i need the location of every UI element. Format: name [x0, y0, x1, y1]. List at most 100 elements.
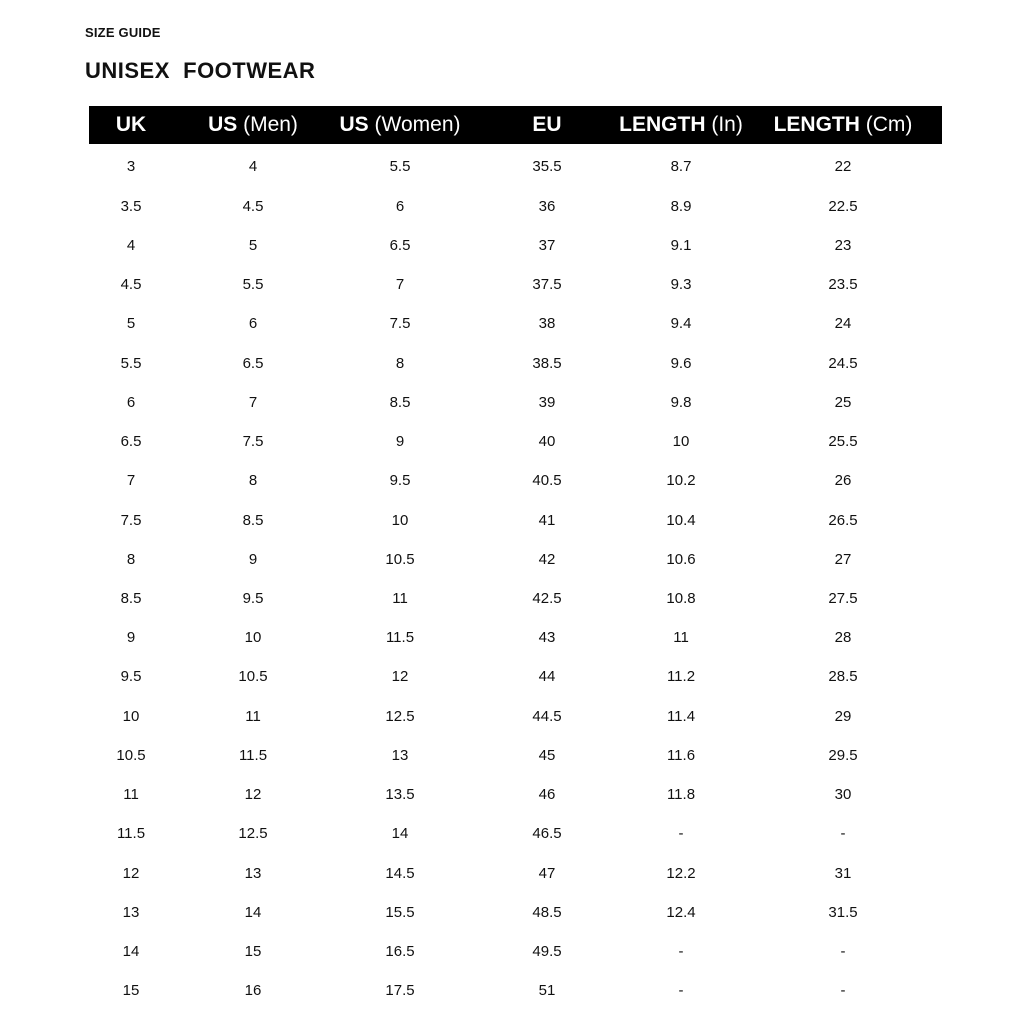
table-cell: 6.5 [120, 433, 142, 451]
table-cell: 24.5 [828, 354, 858, 372]
column-header-name: US [339, 113, 369, 136]
table-row: 12 13 14.5 47 12.2 31 [0, 854, 1024, 893]
table-row: 11.5 12.5 14 46.5 - - [0, 814, 1024, 853]
table-cell: 3.5 [120, 197, 142, 215]
size-table: 3 4 5.5 35.5 8.7 22 3.5 4.5 6 36 8.9 22.5 4 5 6.5 37 9.1… [0, 147, 1024, 1010]
table-row: 8 9 10.5 42 10.6 27 [0, 540, 1024, 579]
table-cell: 4.5 [242, 197, 264, 215]
table-cell: 31 [834, 864, 852, 882]
table-cell: - [840, 943, 846, 961]
table-cell: 11.8 [666, 786, 696, 804]
column-header: LENGTH (In) [619, 106, 743, 144]
table-cell: 5 [248, 236, 258, 254]
table-row: 15 16 17.5 51 - - [0, 971, 1024, 1010]
table-cell: 6 [395, 197, 405, 215]
column-header-name: LENGTH [773, 113, 860, 136]
table-cell: 28.5 [828, 668, 858, 686]
table-cell: 29.5 [828, 746, 858, 764]
table-cell: 42 [538, 550, 556, 568]
table-cell: 7 [248, 393, 258, 411]
table-cell: 11.5 [385, 629, 415, 647]
table-cell: 38.5 [532, 354, 562, 372]
table-cell: 8.5 [389, 393, 411, 411]
table-cell: 10.5 [238, 668, 268, 686]
column-header: US (Women) [340, 106, 461, 144]
table-cell: 22 [834, 158, 852, 176]
table-row: 4 5 6.5 37 9.1 23 [0, 226, 1024, 265]
table-cell: 11.6 [666, 746, 696, 764]
size-guide-label: SIZE GUIDE [85, 25, 161, 40]
table-cell: 46.5 [532, 825, 562, 843]
table-cell: 13.5 [385, 786, 415, 804]
table-cell: 31.5 [828, 903, 858, 921]
column-header-name: LENGTH [619, 113, 706, 136]
table-cell: - [678, 982, 684, 1000]
table-cell: 30 [834, 786, 852, 804]
table-cell: 45 [538, 746, 556, 764]
table-cell: 12 [122, 864, 140, 882]
table-cell: 25.5 [828, 433, 858, 451]
table-cell: 29 [834, 707, 852, 725]
table-cell: 37 [538, 236, 556, 254]
table-cell: 27 [834, 550, 852, 568]
table-row: 13 14 15.5 48.5 12.4 31.5 [0, 893, 1024, 932]
table-cell: 26.5 [828, 511, 858, 529]
table-cell: 12.5 [238, 825, 268, 843]
table-cell: 10.2 [666, 472, 696, 490]
column-header-name: UK [115, 113, 147, 136]
table-row: 3 4 5.5 35.5 8.7 22 [0, 147, 1024, 186]
table-cell: 25 [834, 393, 852, 411]
table-cell: 6.5 [242, 354, 264, 372]
table-cell: 4 [248, 158, 258, 176]
table-cell: 37.5 [532, 276, 562, 294]
table-cell: 7.5 [242, 433, 264, 451]
table-cell: 10 [244, 629, 262, 647]
table-cell: 39 [538, 393, 556, 411]
table-cell: 14 [122, 943, 140, 961]
table-cell: 11.5 [116, 825, 146, 843]
column-header-unit: (In) [705, 113, 743, 136]
table-cell: 4.5 [120, 276, 142, 294]
table-row: 11 12 13.5 46 11.8 30 [0, 775, 1024, 814]
table-cell: 9.4 [670, 315, 692, 333]
table-cell: 10 [672, 433, 690, 451]
table-cell: 13 [391, 746, 409, 764]
table-cell: 12.5 [385, 707, 415, 725]
table-cell: 40 [538, 433, 556, 451]
table-cell: 9 [395, 433, 405, 451]
table-cell: 14.5 [385, 864, 415, 882]
table-cell: 16.5 [385, 943, 415, 961]
table-cell: 12.2 [666, 864, 696, 882]
table-cell: 10.8 [666, 589, 696, 607]
table-row: 9.5 10.5 12 44 11.2 28.5 [0, 657, 1024, 696]
table-cell: 9.8 [670, 393, 692, 411]
table-cell: 14 [244, 903, 262, 921]
table-cell: 48.5 [532, 903, 562, 921]
table-cell: 38 [538, 315, 556, 333]
table-cell: 14 [391, 825, 409, 843]
table-cell: 51 [538, 982, 556, 1000]
table-cell: 15.5 [385, 903, 415, 921]
table-cell: 8 [126, 550, 136, 568]
table-cell: 9.5 [120, 668, 142, 686]
table-row: 6 7 8.5 39 9.8 25 [0, 383, 1024, 422]
table-cell: 28 [834, 629, 852, 647]
table-cell: 13 [122, 903, 140, 921]
table-cell: 9.6 [670, 354, 692, 372]
table-cell: 9 [126, 629, 136, 647]
table-row: 4.5 5.5 7 37.5 9.3 23.5 [0, 265, 1024, 304]
table-cell: 5.5 [389, 158, 411, 176]
table-cell: 10 [122, 707, 140, 725]
table-cell: 26 [834, 472, 852, 490]
table-cell: 46 [538, 786, 556, 804]
table-cell: 6.5 [389, 236, 411, 254]
table-cell: 9.3 [670, 276, 692, 294]
table-cell: 35.5 [532, 158, 562, 176]
table-cell: 6 [126, 393, 136, 411]
table-row: 9 10 11.5 43 11 28 [0, 618, 1024, 657]
column-header-unit: (Men) [237, 113, 298, 136]
table-cell: 3 [126, 158, 136, 176]
table-cell: 13 [244, 864, 262, 882]
table-cell: 12 [244, 786, 262, 804]
table-cell: - [678, 825, 684, 843]
